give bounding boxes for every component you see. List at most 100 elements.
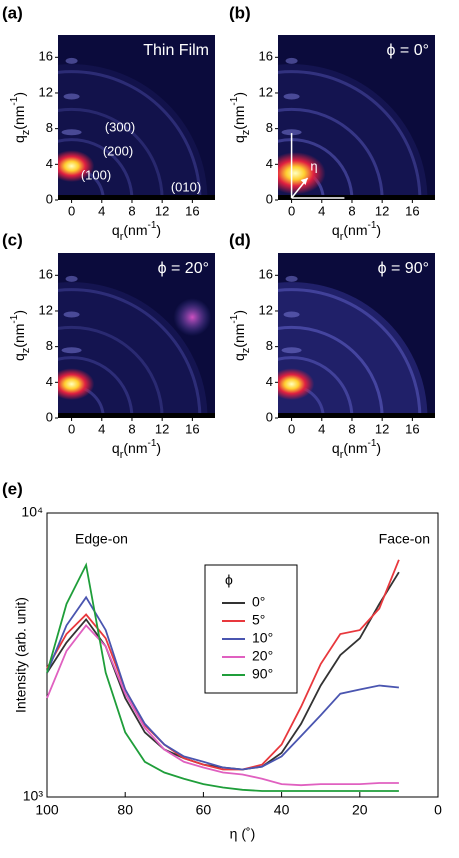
x-tick-label: 4: [318, 421, 325, 436]
x-tick-label: 80: [117, 802, 133, 818]
x-tick-label: 100: [35, 802, 59, 818]
scattering-image: [58, 35, 215, 200]
arc-spot: [283, 311, 300, 318]
x-tick-label: 8: [128, 421, 135, 436]
y-tick-label: 8: [266, 120, 273, 135]
arc-spot: [285, 57, 298, 64]
y-tick-label: 4: [266, 156, 273, 171]
axis-label-part: q: [112, 440, 120, 456]
x-tick-label: 12: [375, 421, 389, 436]
annotation: (100): [81, 167, 111, 182]
hot-spot: [58, 368, 95, 400]
axis-label: qz(nm-1): [9, 310, 32, 361]
hot-spot: [278, 368, 315, 400]
axis-label: qr(nm-1): [332, 438, 381, 461]
x-tick-label: 60: [196, 802, 212, 818]
diffuse-glow: [58, 64, 208, 200]
scattering-image: [278, 253, 435, 418]
y-tick-label: 4: [46, 374, 53, 389]
ring: [58, 138, 134, 200]
beam-stop: [58, 413, 215, 418]
annotation: Thin Film: [143, 42, 209, 59]
axis-label-part: q: [112, 222, 120, 238]
arc-spot: [281, 129, 302, 136]
legend-label: 0°: [252, 594, 265, 610]
arc-spot: [61, 347, 82, 354]
axis-label: qr(nm-1): [332, 220, 381, 243]
axis-label-part: ): [376, 440, 381, 456]
x-tick-label: 12: [155, 421, 169, 436]
annotation: (300): [105, 119, 135, 134]
x-tick-label: 8: [348, 421, 355, 436]
axis-label-part: z: [20, 130, 32, 136]
beam-stop: [278, 413, 435, 418]
axis-label: qz(nm-1): [9, 92, 32, 143]
data-line: [46, 595, 399, 771]
x-tick-label: 0: [434, 802, 442, 818]
axis-label-part: -1: [229, 96, 240, 105]
axis-label-part: ): [376, 222, 381, 238]
arc-spot: [281, 347, 302, 354]
axis-label-part: q: [231, 353, 247, 361]
legend-box: [204, 564, 298, 694]
ring: [58, 325, 164, 418]
x-tick-label: 4: [98, 203, 105, 218]
axis-label-part: ): [231, 92, 247, 97]
axis-label-part: r: [340, 449, 344, 461]
ring: [278, 325, 384, 418]
scattering-image: [58, 253, 215, 418]
axis-label-part: q: [11, 353, 27, 361]
legend-title: ϕ: [225, 572, 233, 588]
axis-label-part: (nm: [343, 440, 367, 456]
annotation: ϕ = 90°: [378, 260, 429, 277]
data-line: [46, 624, 399, 787]
y-tick-label: 0: [266, 409, 273, 424]
plot-frame: [46, 512, 439, 798]
panel-label: (c): [2, 230, 23, 249]
panel-label: (b): [229, 3, 251, 22]
axis-label-part: -1: [368, 438, 377, 449]
panel-label: (a): [2, 3, 23, 22]
y-tick-label: 12: [259, 84, 273, 99]
beam-stop: [278, 195, 435, 200]
x-tick-label: 0: [288, 421, 295, 436]
ring: [58, 107, 164, 200]
y-tick-label: 10³: [23, 788, 44, 804]
axis-label-part: (nm: [343, 222, 367, 238]
x-tick-label: 40: [274, 802, 290, 818]
axis-label-part: r: [120, 449, 124, 461]
ring: [278, 70, 422, 200]
x-axis-label: η (˚): [230, 826, 256, 842]
y-axis-label: Intensity (arb. unit): [13, 597, 29, 713]
y-tick-label: 16: [259, 267, 273, 282]
ring: [278, 356, 354, 418]
axis-label-part: z: [20, 348, 32, 354]
legend-label: 20°: [252, 648, 273, 664]
x-tick-label: 16: [405, 421, 419, 436]
annotation: ϕ = 20°: [158, 260, 209, 277]
ring: [58, 356, 134, 418]
x-tick-label: 8: [128, 203, 135, 218]
y-tick-label: 12: [259, 302, 273, 317]
x-tick-label: 0: [68, 421, 75, 436]
scattering-image: [278, 35, 435, 200]
beam-stop: [58, 195, 215, 200]
x-tick-label: 0: [68, 203, 75, 218]
x-tick-label: 16: [185, 203, 199, 218]
x-tick-label: 16: [405, 203, 419, 218]
y-tick-label: 8: [46, 338, 53, 353]
axis-label: qz(nm-1): [229, 310, 252, 361]
x-tick-label: 16: [185, 421, 199, 436]
y-tick-label: 16: [259, 49, 273, 64]
x-tick-label: 20: [352, 802, 368, 818]
axis-label-part: (nm: [231, 106, 247, 130]
ring: [58, 70, 202, 200]
y-tick-label: 0: [46, 191, 53, 206]
axis-label-part: ): [156, 440, 161, 456]
arc-spot: [63, 93, 80, 100]
axis-label-part: ): [231, 310, 247, 315]
y-tick-label: 8: [266, 338, 273, 353]
axis-label: qz(nm-1): [229, 92, 252, 143]
axis-label-part: q: [231, 135, 247, 143]
